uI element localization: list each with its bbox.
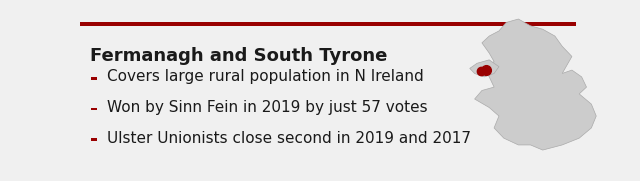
FancyBboxPatch shape [91,77,97,80]
FancyBboxPatch shape [80,22,576,26]
Text: Fermanagh and South Tyrone: Fermanagh and South Tyrone [90,47,387,65]
Polygon shape [470,60,499,77]
Text: Won by Sinn Fein in 2019 by just 57 votes: Won by Sinn Fein in 2019 by just 57 vote… [108,100,428,115]
FancyBboxPatch shape [91,138,97,141]
Polygon shape [475,19,596,150]
Text: Ulster Unionists close second in 2019 and 2017: Ulster Unionists close second in 2019 an… [108,131,471,146]
Text: Covers large rural population in N Ireland: Covers large rural population in N Irela… [108,69,424,84]
FancyBboxPatch shape [91,108,97,110]
